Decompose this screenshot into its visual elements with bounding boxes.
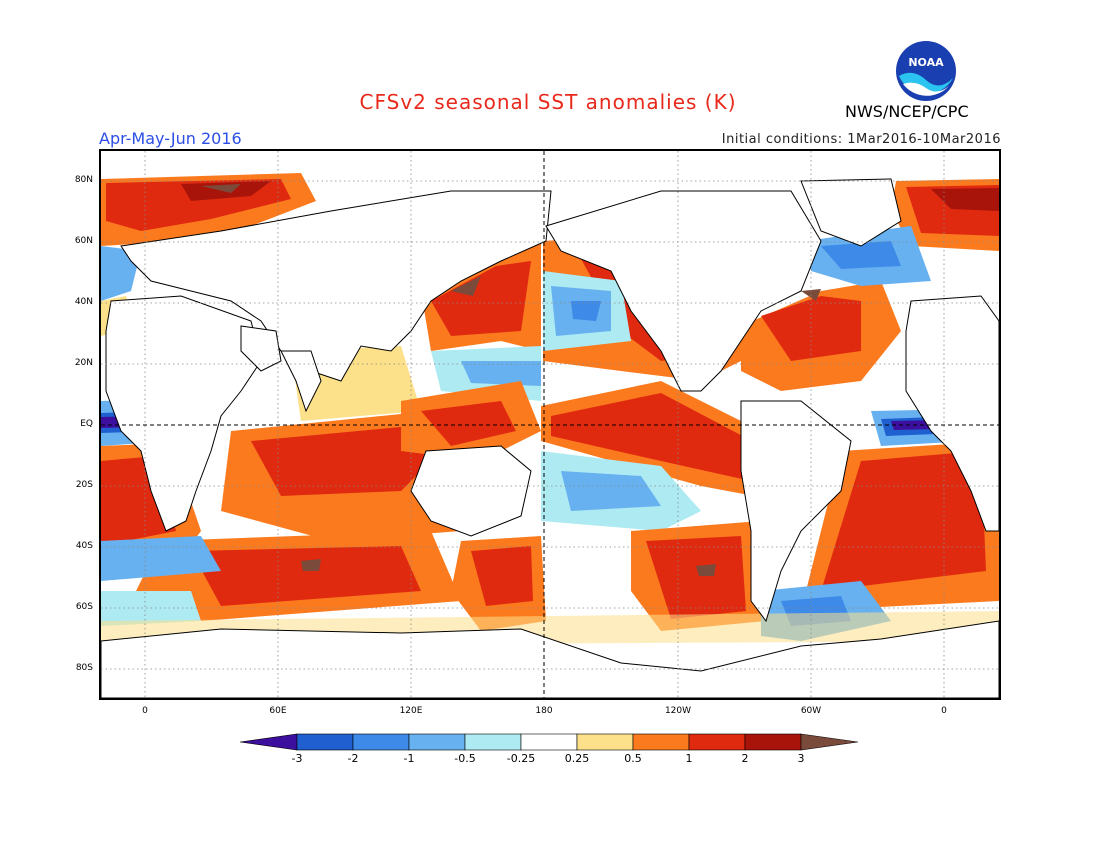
colorbar-label: -0.25 [506, 752, 536, 765]
colorbar-segment [352, 733, 410, 751]
lat-label-40n: 40N [74, 297, 93, 307]
logo-text: NOAA [908, 56, 944, 69]
lat-label-80n: 80N [74, 175, 93, 185]
lat-label-20s: 20S [75, 480, 93, 490]
colorbar-segment [576, 733, 634, 751]
colorbar-label: 0.5 [624, 752, 642, 765]
org-label: NWS/NCEP/CPC [845, 102, 969, 121]
colorbar-segment [800, 733, 859, 751]
colorbar-segment [296, 733, 354, 751]
colorbar [239, 733, 862, 755]
lat-label-eq: EQ [80, 419, 93, 429]
lat-label-60s: 60S [75, 602, 93, 612]
lat-label-60n: 60N [74, 236, 93, 246]
lat-label-20n: 20N [74, 358, 93, 368]
colorbar-segment [408, 733, 466, 751]
colorbar-segment [632, 733, 690, 751]
lon-label-180: 180 [535, 706, 553, 716]
colorbar-label: 1 [685, 752, 693, 765]
lon-label-120e: 120E [399, 706, 423, 716]
lon-label-0-east: 0 [941, 706, 947, 716]
colorbar-label: -3 [291, 752, 303, 765]
colorbar-segment [744, 733, 802, 751]
colorbar-label: -0.5 [454, 752, 476, 765]
lon-label-0: 0 [142, 706, 148, 716]
colorbar-segment [464, 733, 522, 751]
colorbar-label: 2 [741, 752, 749, 765]
lat-label-80s: 80S [75, 663, 93, 673]
colorbar-segment [520, 733, 578, 751]
graticule [101, 151, 999, 698]
colorbar-label: -1 [403, 752, 415, 765]
initial-conditions: Initial conditions: 1Mar2016-10Mar2016 [721, 132, 1001, 147]
colorbar-label: -2 [347, 752, 359, 765]
lon-label-60w: 60W [800, 706, 822, 716]
colorbar-segment [688, 733, 746, 751]
colorbar-segment [239, 733, 298, 751]
lon-label-120w: 120W [664, 706, 692, 716]
map-canvas [101, 151, 999, 698]
lon-label-60e: 60E [269, 706, 287, 716]
map-title: CFSv2 seasonal SST anomalies (K) [359, 90, 737, 114]
forecast-period: Apr-May-Jun 2016 [99, 129, 242, 148]
colorbar-label: 0.25 [564, 752, 590, 765]
reference-lines [101, 151, 999, 698]
noaa-logo: NOAA [895, 40, 957, 102]
continents [101, 178, 999, 698]
sst-map [99, 149, 1001, 700]
lat-label-40s: 40S [75, 541, 93, 551]
colorbar-label: 3 [797, 752, 805, 765]
